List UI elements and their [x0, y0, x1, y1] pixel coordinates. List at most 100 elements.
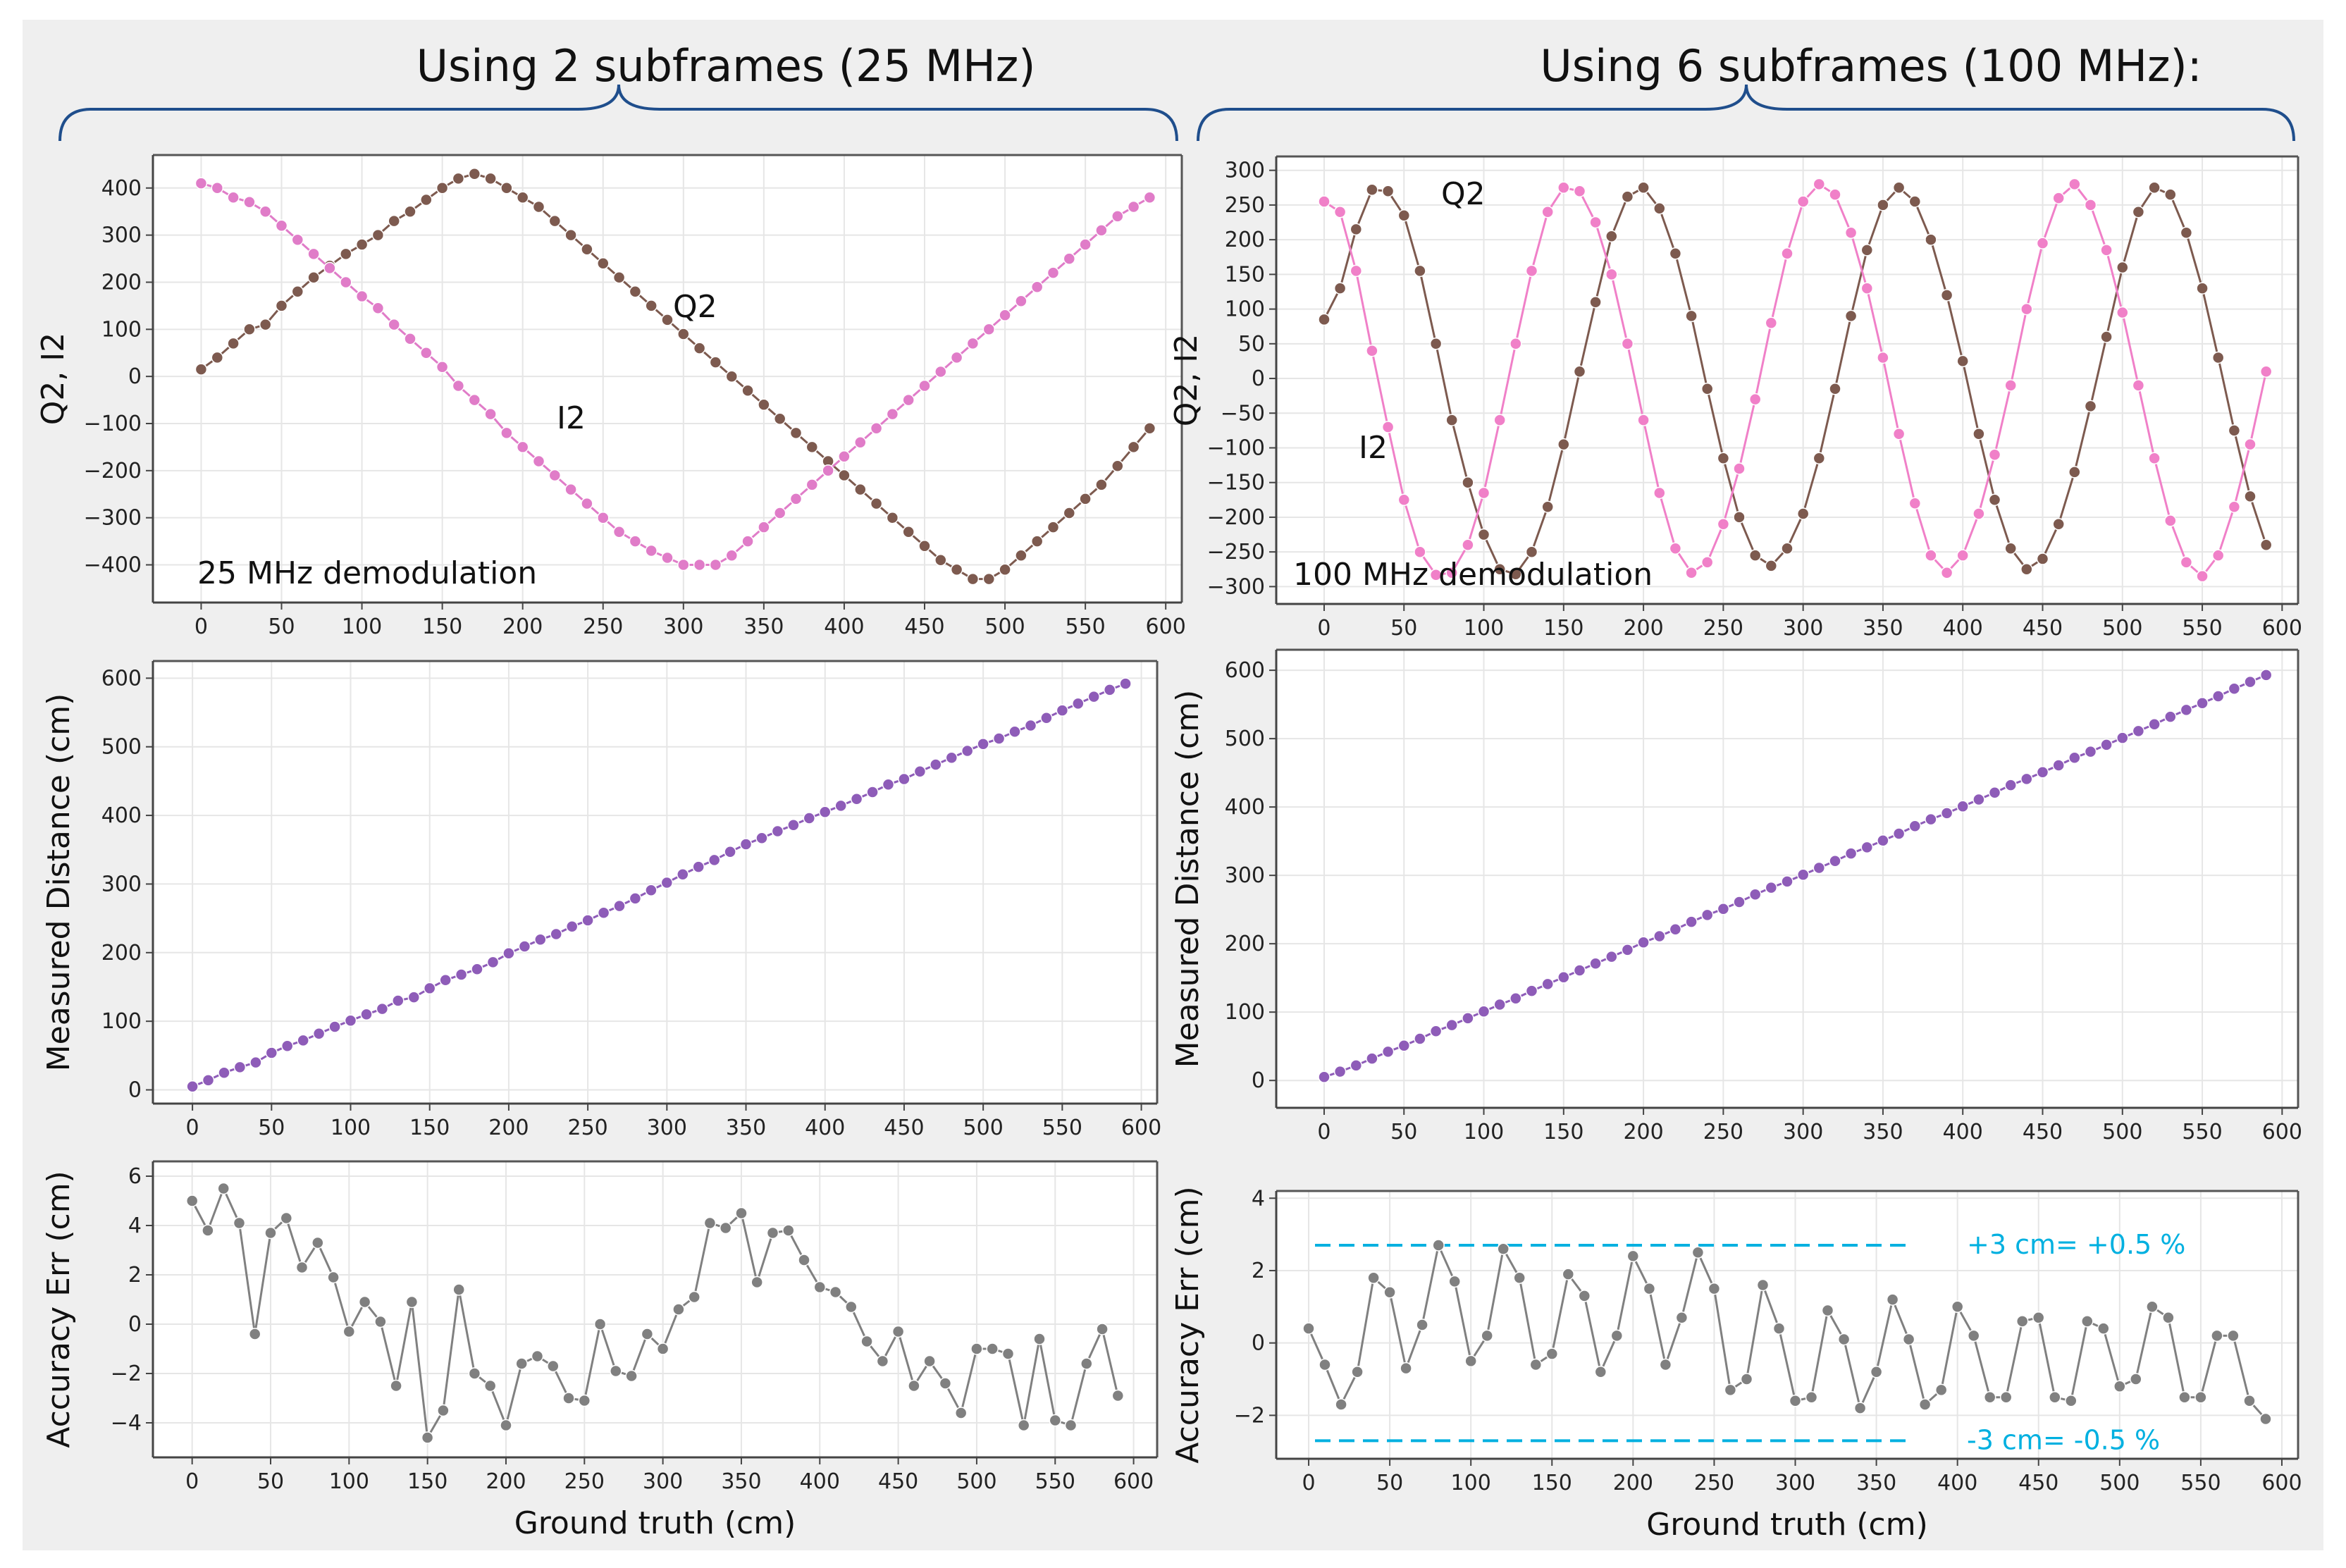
data-point: [2130, 1373, 2142, 1385]
data-point: [2020, 772, 2033, 786]
left-err-xlabel: Ground truth (cm): [514, 1505, 796, 1541]
data-point: [741, 535, 754, 548]
left-dist-ylabel: Measured Distance (cm): [41, 693, 77, 1072]
data-point: [672, 1303, 685, 1316]
x-tick-label: 550: [2182, 616, 2222, 641]
data-point: [484, 172, 497, 185]
data-point: [2211, 351, 2225, 364]
data-point: [2004, 379, 2017, 392]
data-point: [581, 914, 594, 927]
left-err-chart: 0 50 100 150 200 250 300 350 400 450 500 550 600 6 4 2 0…: [41, 1160, 1159, 1541]
x-tick-label: 250: [1703, 1120, 1743, 1144]
left-brace: [58, 84, 1178, 142]
data-point: [1973, 507, 1985, 520]
data-point: [1477, 528, 1490, 541]
data-point: [1621, 338, 1634, 350]
data-point: [1940, 807, 1953, 820]
data-point: [243, 323, 256, 336]
data-point: [1860, 841, 1874, 854]
data-point: [597, 906, 610, 920]
data-point: [1925, 549, 1937, 562]
data-point: [597, 511, 610, 524]
right-header: Using 6 subframes (100 MHz):: [1540, 40, 2202, 92]
data-point: [340, 247, 352, 261]
data-point: [645, 544, 658, 557]
data-point: [532, 200, 545, 214]
data-point: [2132, 724, 2145, 738]
data-point: [2164, 514, 2177, 527]
data-point: [1103, 684, 1116, 696]
data-point: [661, 314, 674, 326]
data-point: [593, 1318, 607, 1331]
data-point: [1765, 316, 1778, 330]
data-point: [1017, 1419, 1030, 1432]
data-point: [1497, 1242, 1510, 1255]
data-point: [982, 572, 996, 586]
data-point: [693, 558, 706, 572]
data-point: [1685, 566, 1698, 579]
data-point: [986, 1342, 999, 1355]
data-point: [1351, 1366, 1364, 1378]
data-point: [1908, 195, 1922, 208]
data-point: [1956, 800, 1969, 813]
x-tick-label: 300: [643, 1469, 683, 1494]
x-tick-label: 50: [258, 1116, 285, 1140]
left-iq-chart: 0 50 100 150 200 250 300 350 400 450 500 550 600 400 3…: [35, 154, 1186, 639]
data-point: [992, 732, 1006, 745]
data-point: [1637, 414, 1650, 426]
data-point: [1860, 282, 1874, 295]
x-tick-label: 0: [185, 1469, 199, 1494]
x-tick-label: 400: [1943, 616, 1983, 641]
data-point: [2211, 1329, 2223, 1342]
data-point: [1765, 881, 1778, 894]
data-point: [1040, 712, 1053, 724]
right-err-chart: 0 50 100 150 200 250 300 350 400 450 500 550 600 4 2 0 −…: [1170, 1186, 2302, 1543]
data-point: [581, 242, 593, 256]
y-tick-label: 400: [101, 803, 142, 828]
data-point: [866, 786, 879, 798]
data-point: [275, 219, 288, 233]
data-point: [961, 744, 974, 758]
data-point: [641, 1328, 654, 1340]
data-point: [2178, 1390, 2191, 1404]
data-point: [610, 1364, 622, 1378]
y-tick-label: 150: [1225, 262, 1265, 287]
data-point: [1789, 1395, 1802, 1407]
data-point: [291, 285, 304, 298]
data-point: [1087, 690, 1100, 703]
data-point: [1621, 190, 1634, 203]
data-point: [1366, 344, 1378, 357]
data-point: [1015, 295, 1027, 307]
data-point: [1844, 226, 1858, 240]
right-iq-series-label-i2: I2: [1359, 430, 1388, 466]
data-point: [1700, 908, 1714, 922]
y-tick-label: 0: [128, 364, 142, 389]
data-point: [870, 421, 883, 435]
data-point: [1637, 936, 1650, 949]
data-point: [1366, 1052, 1378, 1065]
data-point: [1510, 567, 1522, 581]
x-tick-label: 450: [884, 1116, 924, 1140]
data-point: [1951, 1300, 1964, 1314]
x-tick-label: 550: [1065, 615, 1105, 639]
data-point: [1510, 992, 1522, 1005]
data-point: [1999, 1390, 2013, 1404]
data-point: [1796, 195, 1810, 208]
data-point: [954, 1407, 968, 1419]
x-tick-label: 150: [1543, 616, 1583, 641]
left-iq-series-label-i2: I2: [557, 400, 586, 436]
x-tick-label: 0: [1317, 616, 1331, 641]
x-tick-label: 550: [1042, 1116, 1082, 1140]
data-point: [1956, 354, 1969, 368]
data-point: [202, 1224, 214, 1237]
data-point: [1047, 266, 1060, 279]
data-point: [999, 563, 1011, 576]
data-point: [709, 356, 722, 369]
data-point: [1870, 1366, 1883, 1378]
data-point: [2228, 500, 2241, 513]
right-err-line-error: [1307, 1242, 2267, 1420]
data-point: [1669, 923, 1682, 936]
x-tick-label: 100: [331, 1116, 371, 1140]
right-dist-series-measured: [1318, 669, 2273, 1084]
data-point: [1429, 568, 1443, 581]
